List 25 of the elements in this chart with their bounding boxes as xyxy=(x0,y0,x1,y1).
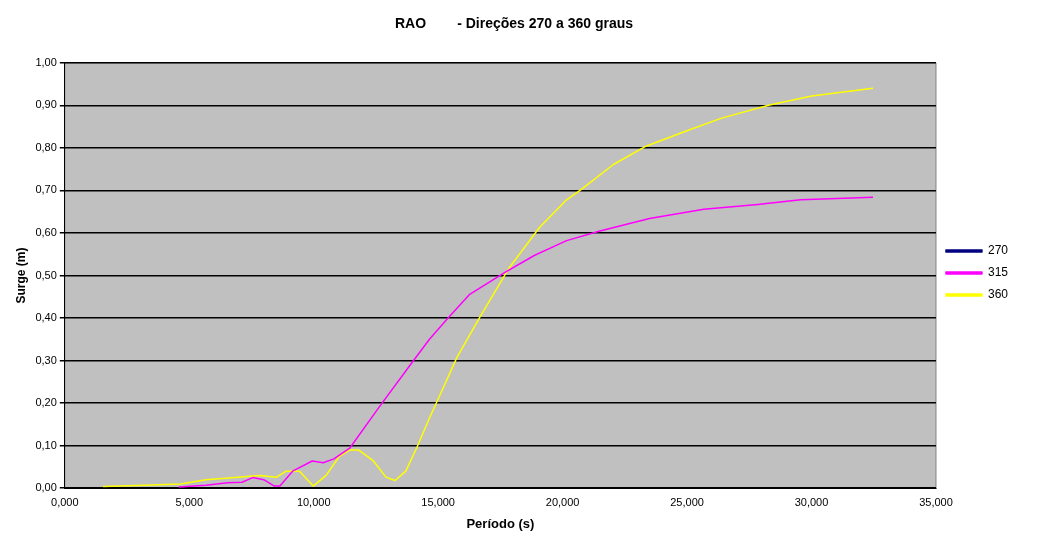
x-tick-label: 0,000 xyxy=(51,495,79,508)
x-tick-label: 10,000 xyxy=(296,495,331,508)
x-tick-label: 35,000 xyxy=(919,495,953,508)
x-tick-label: 25,000 xyxy=(670,495,704,508)
y-tick-label: 0,90 xyxy=(35,98,57,111)
y-tick-label: 0,40 xyxy=(35,311,57,324)
legend-label: 270 xyxy=(987,243,1009,258)
x-axis-title: Período (s) xyxy=(466,515,535,531)
y-tick-label: 0,00 xyxy=(35,481,57,494)
chart-title: RAO - Direções 270 a 360 graus xyxy=(394,15,634,32)
legend-label: 360 xyxy=(987,287,1009,302)
legend-label: 315 xyxy=(987,265,1009,280)
x-tick-label: 5,000 xyxy=(175,495,204,508)
x-tick-label: 15,000 xyxy=(421,495,455,508)
x-tick-label: 30,000 xyxy=(794,495,829,508)
y-tick-label: 0,80 xyxy=(35,140,57,153)
y-tick-label: 0,10 xyxy=(35,438,57,451)
y-tick-label: 1,00 xyxy=(35,55,57,68)
y-tick-label: 0,50 xyxy=(35,268,57,281)
y-axis-title: Surge (m) xyxy=(13,247,28,304)
y-tick-label: 0,30 xyxy=(35,353,57,366)
y-tick-label: 0,60 xyxy=(35,225,57,238)
y-tick-label: 0,20 xyxy=(35,396,57,409)
y-tick-label: 0,70 xyxy=(35,183,57,196)
x-tick-label: 20,000 xyxy=(545,495,580,508)
